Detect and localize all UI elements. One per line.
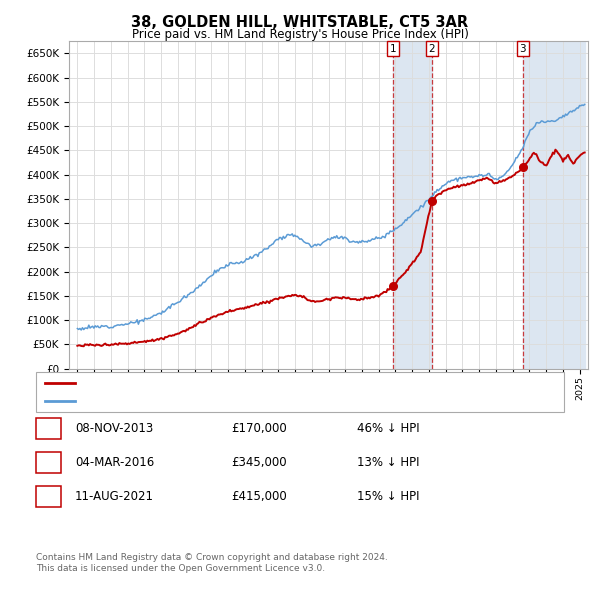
Text: 13% ↓ HPI: 13% ↓ HPI (357, 456, 419, 469)
Text: 2: 2 (428, 44, 435, 54)
Text: 1: 1 (45, 422, 52, 435)
Text: 38, GOLDEN HILL, WHITSTABLE, CT5 3AR (detached house): 38, GOLDEN HILL, WHITSTABLE, CT5 3AR (de… (81, 378, 405, 388)
Bar (393, 41, 432, 369)
Text: 3: 3 (520, 44, 526, 54)
Text: 2: 2 (45, 456, 52, 469)
Text: £170,000: £170,000 (231, 422, 287, 435)
Text: 11-AUG-2021: 11-AUG-2021 (75, 490, 154, 503)
Text: 08-NOV-2013: 08-NOV-2013 (75, 422, 153, 435)
Bar (523, 41, 584, 369)
Text: 38, GOLDEN HILL, WHITSTABLE, CT5 3AR: 38, GOLDEN HILL, WHITSTABLE, CT5 3AR (131, 15, 469, 30)
Text: Price paid vs. HM Land Registry's House Price Index (HPI): Price paid vs. HM Land Registry's House … (131, 28, 469, 41)
Text: 15% ↓ HPI: 15% ↓ HPI (357, 490, 419, 503)
Text: Contains HM Land Registry data © Crown copyright and database right 2024.
This d: Contains HM Land Registry data © Crown c… (36, 553, 388, 573)
Text: £415,000: £415,000 (231, 490, 287, 503)
Text: 04-MAR-2016: 04-MAR-2016 (75, 456, 154, 469)
Text: 3: 3 (45, 490, 52, 503)
Text: 46% ↓ HPI: 46% ↓ HPI (357, 422, 419, 435)
Text: HPI: Average price, detached house, Canterbury: HPI: Average price, detached house, Cant… (81, 395, 345, 405)
Text: £345,000: £345,000 (231, 456, 287, 469)
Text: 1: 1 (390, 44, 397, 54)
